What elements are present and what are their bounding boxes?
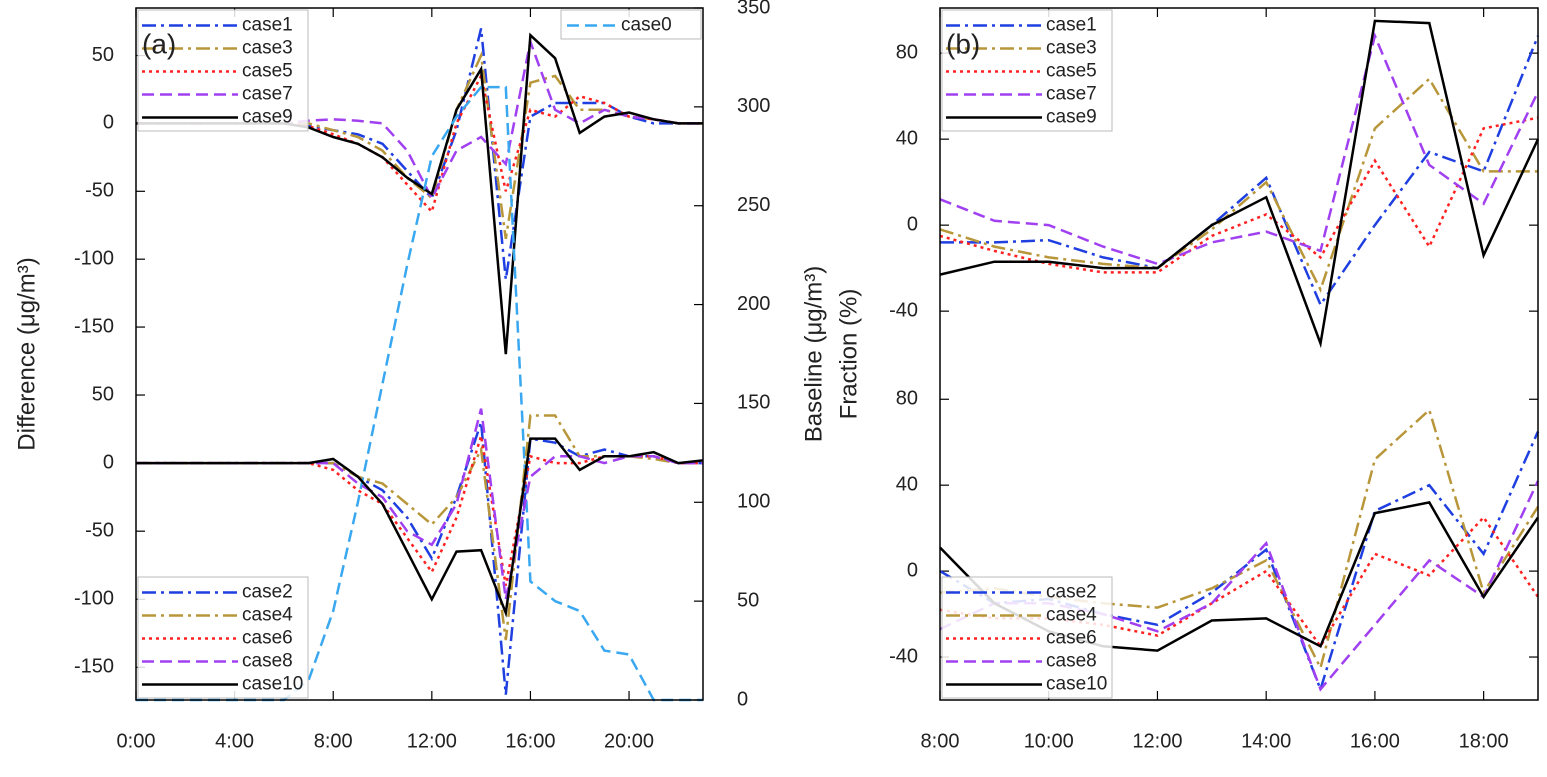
legend-label: case7 <box>1046 84 1097 105</box>
legend-label: case6 <box>242 628 293 649</box>
series-line <box>939 31 1540 266</box>
y-tick-label: 50 <box>92 383 114 405</box>
y-tick-label: 80 <box>896 41 918 63</box>
y-tick-label: -150 <box>74 656 114 678</box>
legend-box <box>137 9 309 132</box>
series-line <box>939 19 1540 349</box>
plot-frame <box>135 7 704 701</box>
y-tick-label: 0 <box>103 112 114 134</box>
y-tick-label: 40 <box>896 473 918 495</box>
y2-tick-label: 250 <box>737 194 770 216</box>
y-tick-label: -40 <box>889 299 918 321</box>
y-tick-label: -100 <box>74 588 114 610</box>
y2-tick-label: 100 <box>737 491 770 513</box>
series-line <box>939 116 1539 274</box>
y2-tick-label: 200 <box>737 293 770 315</box>
y-tick-label: 0 <box>907 559 918 581</box>
legend-label: case9 <box>1046 107 1097 128</box>
series-group <box>136 408 704 695</box>
x-tick-label: 16:00 <box>505 730 555 752</box>
y-tick-label: 0 <box>907 213 918 235</box>
legend-label: case2 <box>242 582 293 603</box>
x-tick-label: 8:00 <box>921 730 960 752</box>
y-tick-label: 40 <box>896 127 918 149</box>
y2-axis-label: Baseline (μg/m³) <box>800 266 827 443</box>
series-group <box>939 19 1540 349</box>
series-line <box>136 437 704 618</box>
x-tick-label: 12:00 <box>1132 730 1182 752</box>
legend-label: case10 <box>1046 674 1107 695</box>
panel-label: (b) <box>946 28 980 59</box>
series-line <box>136 72 703 215</box>
y-tick-label: 50 <box>92 44 114 66</box>
plot-frame <box>939 7 1539 701</box>
x-tick-label: 8:00 <box>314 730 353 752</box>
legend-box <box>941 9 1113 132</box>
y2-tick-label: 350 <box>737 0 770 18</box>
legend-label: case2 <box>1046 582 1097 603</box>
legend-label: case8 <box>242 651 293 672</box>
x-tick-label: 20:00 <box>604 730 654 752</box>
series-line <box>939 76 1538 293</box>
x-tick-label: 16:00 <box>1350 730 1400 752</box>
series-line <box>939 480 1540 692</box>
legend-label: case1 <box>1046 15 1097 36</box>
legend-box <box>941 576 1113 699</box>
y2-tick-label: 300 <box>737 95 770 117</box>
x-tick-label: 18:00 <box>1459 730 1509 752</box>
legend-label: case1 <box>242 15 293 36</box>
legend-box <box>560 9 702 40</box>
legend-box <box>137 576 309 699</box>
y2-tick-label: 150 <box>737 392 770 414</box>
y2-tick-label: 50 <box>737 589 759 611</box>
legend-label: case4 <box>242 605 293 626</box>
legend-label: case5 <box>1046 61 1097 82</box>
y-tick-label: -100 <box>74 247 114 269</box>
series-line <box>136 408 703 600</box>
y-tick-label: -40 <box>889 645 918 667</box>
legend-label: case3 <box>1046 38 1097 59</box>
x-tick-label: 0:00 <box>117 730 156 752</box>
y-tick-label: -50 <box>85 180 114 202</box>
y-axis-label: Fraction (%) <box>835 289 862 420</box>
legend-label: case0 <box>621 15 672 36</box>
x-tick-label: 10:00 <box>1024 730 1074 752</box>
y-tick-label: -50 <box>85 519 114 541</box>
legend-label: case3 <box>242 38 293 59</box>
panel-label: (a) <box>142 28 176 59</box>
legend-label: case5 <box>242 61 293 82</box>
x-tick-label: 14:00 <box>1241 730 1291 752</box>
legend-label: case7 <box>242 84 293 105</box>
y-tick-label: 80 <box>896 388 918 410</box>
legend-label: case10 <box>242 674 303 695</box>
legend-label: case8 <box>1046 651 1097 672</box>
legend-label: case9 <box>242 107 293 128</box>
x-tick-label: 12:00 <box>407 730 457 752</box>
x-tick-label: 4:00 <box>215 730 254 752</box>
legend-label: case6 <box>1046 628 1097 649</box>
y-axis-label: Difference (μg/m³) <box>13 257 40 450</box>
series-line <box>940 35 1540 308</box>
legend-label: case4 <box>1046 605 1097 626</box>
y-tick-label: -150 <box>74 315 114 337</box>
y2-tick-label: 0 <box>737 688 748 710</box>
y-tick-label: 0 <box>103 451 114 473</box>
